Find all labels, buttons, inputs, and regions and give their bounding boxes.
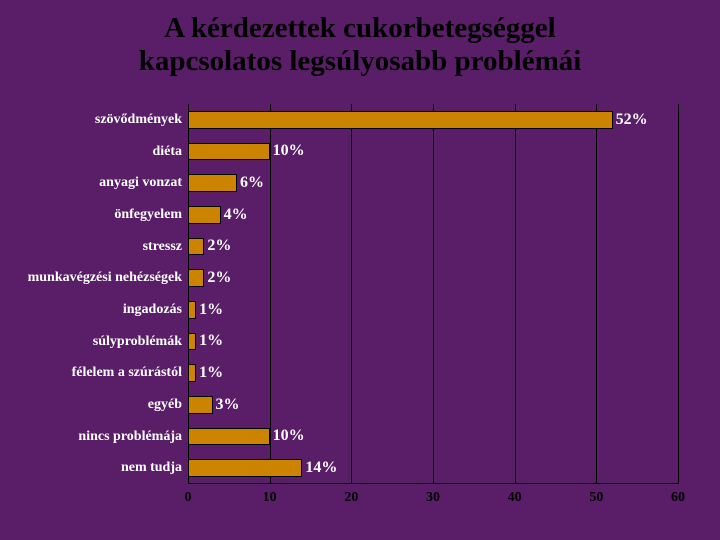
bar-track: 6% xyxy=(188,174,678,191)
x-tick-label: 20 xyxy=(344,484,358,506)
category-label: súlyproblémák xyxy=(93,334,188,350)
category-label: diéta xyxy=(152,144,188,160)
bar-value-label: 3% xyxy=(212,396,240,414)
category-label: stressz xyxy=(143,239,188,255)
title-line2: kapcsolatos legsúlyosabb problémái xyxy=(139,45,582,77)
bar-track: 52% xyxy=(188,111,678,128)
category-label: ingadozás xyxy=(123,302,188,318)
gridline xyxy=(678,104,679,484)
bar: 6% xyxy=(188,174,237,191)
bar-value-label: 1% xyxy=(195,301,223,319)
bar-track: 1% xyxy=(188,333,678,350)
bar-track: 2% xyxy=(188,269,678,286)
bar-value-label: 10% xyxy=(269,142,305,160)
bar-value-label: 2% xyxy=(203,269,231,287)
chart-title: A kérdezettek cukorbetegséggel kapcsolat… xyxy=(0,12,720,79)
x-tick-label: 50 xyxy=(589,484,603,506)
bar-track: 10% xyxy=(188,428,678,445)
bar-track: 1% xyxy=(188,301,678,318)
bar: 2% xyxy=(188,238,204,255)
bar: 14% xyxy=(188,459,302,476)
bar: 2% xyxy=(188,269,204,286)
category-label: nem tudja xyxy=(121,460,188,476)
x-tick-label: 60 xyxy=(671,484,685,506)
bar-track: 10% xyxy=(188,143,678,160)
bar-value-label: 1% xyxy=(195,364,223,382)
slide: A kérdezettek cukorbetegséggel kapcsolat… xyxy=(0,0,720,540)
x-tick-label: 0 xyxy=(185,484,192,506)
category-label: szövődmények xyxy=(95,112,188,128)
title-line1: A kérdezettek cukorbetegséggel xyxy=(164,12,555,44)
bar-value-label: 52% xyxy=(612,111,648,129)
category-label: önfegyelem xyxy=(114,207,188,223)
bar-value-label: 1% xyxy=(195,332,223,350)
category-label: félelem a szúrástól xyxy=(72,365,188,381)
bar: 1% xyxy=(188,333,196,350)
bar-chart: 0102030405060szövődmények52%diéta10%anya… xyxy=(188,104,678,484)
bar-track: 4% xyxy=(188,206,678,223)
bar-value-label: 14% xyxy=(301,459,337,477)
bar: 3% xyxy=(188,396,213,413)
x-tick-label: 30 xyxy=(426,484,440,506)
bar-value-label: 6% xyxy=(236,174,264,192)
bar: 1% xyxy=(188,301,196,318)
bar: 4% xyxy=(188,206,221,223)
bar-track: 3% xyxy=(188,396,678,413)
bar-value-label: 10% xyxy=(269,427,305,445)
bar-track: 1% xyxy=(188,364,678,381)
bar-value-label: 2% xyxy=(203,237,231,255)
bar: 10% xyxy=(188,428,270,445)
x-tick-label: 10 xyxy=(263,484,277,506)
x-tick-label: 40 xyxy=(508,484,522,506)
bar: 1% xyxy=(188,364,196,381)
bar: 52% xyxy=(188,111,613,128)
x-axis-line xyxy=(188,483,678,484)
plot-area: 0102030405060szövődmények52%diéta10%anya… xyxy=(188,104,678,484)
bar-track: 2% xyxy=(188,238,678,255)
category-label: egyéb xyxy=(148,397,188,413)
category-label: anyagi vonzat xyxy=(99,175,188,191)
bar-value-label: 4% xyxy=(220,206,248,224)
category-label: munkavégzési nehézségek xyxy=(28,270,188,286)
category-label: nincs problémája xyxy=(78,429,188,445)
bar-track: 14% xyxy=(188,459,678,476)
bar: 10% xyxy=(188,143,270,160)
